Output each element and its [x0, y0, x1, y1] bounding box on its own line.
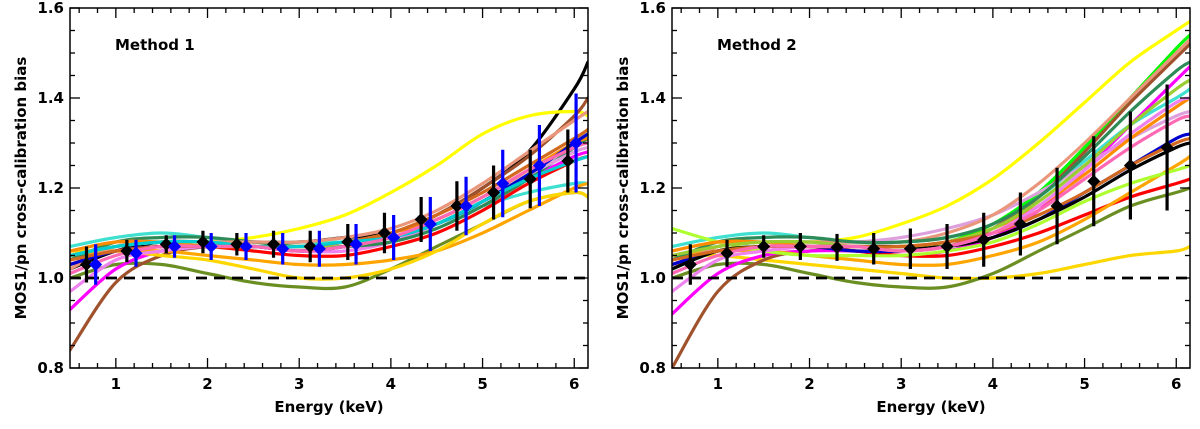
data-point [204, 240, 218, 253]
x-tick-label: 3 [294, 375, 304, 393]
model-curve-18 [672, 78, 1190, 258]
data-point [1123, 159, 1137, 172]
x-tick-label: 6 [569, 375, 579, 393]
x-tick-label: 1 [111, 375, 121, 393]
data-point [830, 240, 844, 254]
data-point [423, 217, 437, 231]
data-point [239, 240, 253, 253]
data-point [977, 233, 991, 247]
data-point [496, 177, 510, 190]
plot-area [70, 60, 588, 352]
x-tick-label: 4 [386, 375, 396, 393]
y-axis-title: MOS1/pn cross-calibration bias [614, 57, 632, 320]
model-curve-4 [672, 87, 1190, 249]
data-point [267, 237, 281, 251]
data-point [276, 242, 290, 256]
model-curve-6 [70, 96, 588, 352]
data-point [757, 240, 771, 253]
data-point [569, 136, 583, 150]
y-tick-label: 1.2 [37, 179, 64, 197]
model-curve-19 [70, 141, 588, 276]
y-tick-label: 0.8 [639, 359, 666, 377]
data-point [377, 226, 391, 240]
data-point [793, 240, 807, 253]
plot-frame [671, 7, 1191, 369]
data-point [720, 246, 734, 260]
y-tick-label: 1.4 [639, 89, 666, 107]
x-tick-label: 5 [477, 375, 487, 393]
data-series-2 [89, 93, 583, 285]
data-point [349, 237, 363, 251]
x-axis-title: Energy (keV) [274, 398, 383, 416]
data-point [414, 213, 428, 226]
x-tick-label: 6 [1171, 375, 1181, 393]
data-point [459, 199, 473, 213]
x-tick-label: 5 [1079, 375, 1089, 393]
data-point [532, 159, 546, 172]
y-tick-label: 1.6 [37, 0, 64, 17]
y-tick-label: 1.4 [37, 89, 64, 107]
method-label: Method 1 [115, 36, 195, 54]
data-point [450, 199, 464, 213]
y-tick-label: 0.8 [37, 359, 64, 377]
data-series-1 [683, 84, 1174, 285]
data-point [312, 242, 326, 256]
data-point [1087, 174, 1101, 188]
x-axis-title: Energy (keV) [876, 398, 985, 416]
data-point [1160, 141, 1174, 154]
data-point [487, 186, 501, 199]
data-point [387, 231, 401, 244]
data-point [523, 172, 537, 186]
x-tick-label: 1 [713, 375, 723, 393]
y-tick-label: 1.2 [639, 179, 666, 197]
data-point [168, 240, 182, 253]
data-point [683, 258, 697, 271]
chart-panel-1: 1 2 3 4 5 6 0.8 1.0 1.2 1.4 1.6 Energy (keV) MOS1/pn… [12, 0, 589, 416]
x-tick-label: 2 [804, 375, 814, 393]
data-point [867, 242, 881, 256]
y-tick-label: 1.0 [639, 269, 666, 287]
data-point [80, 258, 94, 271]
x-tick-label: 3 [896, 375, 906, 393]
data-point [940, 240, 954, 253]
plot-area [672, 19, 1190, 368]
y-axis-title: MOS1/pn cross-calibration bias [12, 57, 30, 320]
x-tick-label: 4 [988, 375, 998, 393]
data-point [1050, 199, 1064, 213]
data-point [1013, 217, 1027, 231]
model-curve-6 [672, 42, 1190, 368]
y-tick-label: 1.0 [37, 269, 64, 287]
data-point [120, 244, 134, 258]
chart-panel-2: 1 2 3 4 5 6 0.8 1.0 1.2 1.4 1.6 Energy (keV) MOS1/pn… [614, 0, 1191, 416]
data-point [303, 240, 317, 253]
x-tick-label: 2 [202, 375, 212, 393]
data-point [129, 246, 143, 260]
data-point [89, 258, 103, 271]
data-point [561, 154, 575, 168]
data-point [230, 237, 244, 251]
method-label: Method 2 [717, 36, 797, 54]
y-tick-label: 1.6 [639, 0, 666, 17]
data-point [903, 242, 917, 256]
